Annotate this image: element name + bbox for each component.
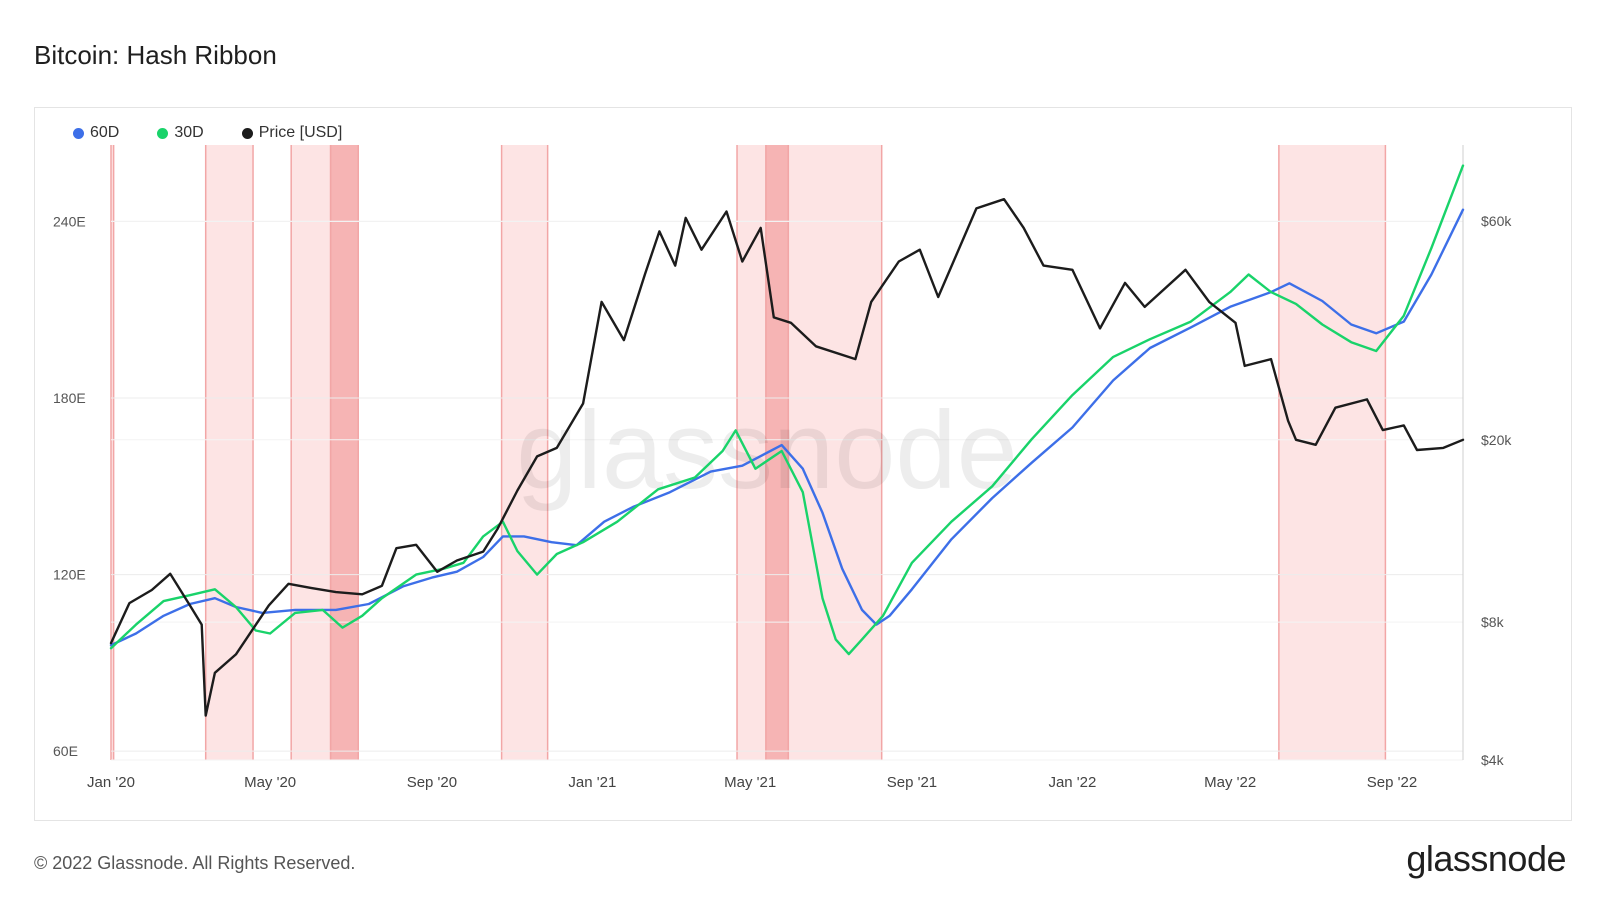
legend-marker-price	[241, 127, 253, 139]
legend-item-30d[interactable]: 30D	[157, 124, 204, 142]
chart-title: Bitcoin: Hash Ribbon	[34, 40, 277, 70]
x-tick-label: Sep '20	[407, 774, 457, 791]
y-left-tick-label: 180E	[53, 390, 86, 406]
x-tick-label: Jan '20	[87, 774, 135, 791]
legend-item-price[interactable]: Price [USD]	[241, 124, 343, 142]
chart-legend: 60D 30D Price [USD]	[73, 124, 342, 142]
legend-label-30d: 30D	[174, 124, 204, 141]
x-tick-label: Jan '21	[568, 774, 616, 791]
series-price-line	[109, 198, 1465, 717]
x-tick-label: May '21	[724, 774, 776, 791]
capitulation-band	[205, 145, 254, 760]
x-tick-label: Sep '21	[887, 774, 937, 791]
capitulation-bands	[110, 145, 1387, 760]
hash-ribbon-chart: glassnode 60E 120E 180E 240E $4k $8k $20k $60k Ja…	[53, 145, 1512, 791]
y-left-tick-label: 60E	[53, 743, 78, 759]
brand-logo: glassnode	[1406, 838, 1566, 879]
legend-label-60d: 60D	[90, 124, 120, 141]
y-right-tick-label: $60k	[1481, 213, 1512, 229]
legend-label-price: Price [USD]	[258, 124, 343, 141]
y-right-tick-label: $4k	[1481, 752, 1505, 768]
gridlines	[111, 220, 1463, 761]
y-axis-right: $4k $8k $20k $60k	[1481, 213, 1512, 768]
x-axis: Jan '20 May '20 Sep '20 Jan '21 May '21 Sep '…	[87, 774, 1417, 791]
x-tick-label: Sep '22	[1367, 774, 1417, 791]
capitulation-band	[111, 145, 114, 760]
y-right-tick-label: $8k	[1481, 614, 1505, 630]
chart-panel: glassnode 60E 120E 180E 240E $4k $8k $20k $60k Ja…	[34, 107, 1572, 821]
series-30d-line	[109, 164, 1465, 656]
copyright-text: © 2022 Glassnode. All Rights Reserved.	[34, 853, 356, 873]
legend-item-60d[interactable]: 60D	[73, 124, 119, 142]
watermark: glassnode	[516, 389, 1018, 512]
y-left-tick-label: 120E	[53, 567, 86, 583]
capitulation-band	[788, 145, 882, 760]
legend-marker-60d	[73, 127, 84, 139]
capitulation-band	[291, 145, 331, 760]
capitulation-band	[501, 145, 548, 760]
capitulation-band	[1278, 145, 1386, 760]
y-axis-left: 60E 120E 180E 240E	[53, 214, 86, 760]
capitulation-band	[330, 145, 359, 760]
x-tick-label: May '20	[244, 774, 296, 791]
series-lines	[109, 164, 1465, 717]
y-right-tick-label: $20k	[1481, 432, 1512, 448]
legend-marker-30d	[157, 127, 169, 139]
y-left-tick-label: 240E	[53, 214, 86, 230]
x-tick-label: Jan '22	[1048, 774, 1096, 791]
capitulation-band	[737, 145, 766, 760]
x-tick-label: May '22	[1204, 774, 1256, 791]
